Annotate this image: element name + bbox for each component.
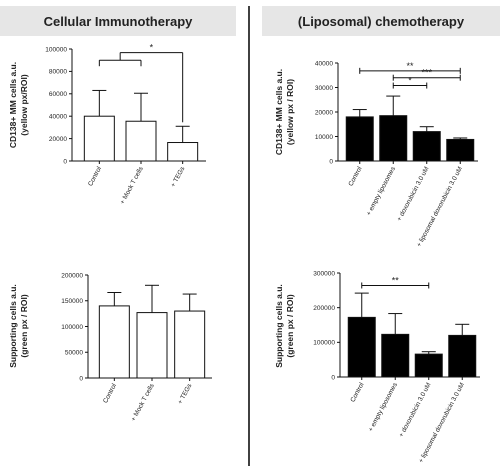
bar — [345, 116, 374, 162]
y-tick-label: 60000 — [49, 91, 67, 98]
y-axis-label-line: CD138+ MM cells a.u. — [8, 62, 18, 148]
y-axis-label-line: (green px / ROI) — [19, 294, 29, 357]
significance-label: ** — [392, 275, 400, 285]
bar — [347, 316, 376, 378]
bar — [83, 115, 115, 162]
y-axis-label-line: (yellow px / ROI) — [285, 79, 295, 145]
y-tick-label: 30000 — [315, 85, 333, 92]
y-axis-label-line: CD138+ MM cells a.u. — [274, 69, 284, 155]
y-axis-label: Supporting cells a.u.(green px / ROI) — [274, 284, 295, 368]
y-tick-label: 0 — [331, 374, 335, 381]
significance-label: *** — [421, 68, 432, 78]
y-tick-label: 50000 — [65, 350, 83, 357]
bar — [446, 138, 475, 162]
y-axis-label: Supporting cells a.u.(green px / ROI) — [8, 284, 29, 368]
significance-label: * — [408, 76, 412, 86]
y-tick-label: 100000 — [45, 46, 67, 53]
y-tick-label: 40000 — [49, 114, 67, 121]
bar — [381, 333, 410, 378]
y-tick-label: 150000 — [61, 298, 83, 305]
y-axis-label-line: Supporting cells a.u. — [274, 284, 284, 368]
y-tick-label: 80000 — [49, 69, 67, 76]
bar — [379, 115, 408, 162]
significance-label: * — [150, 43, 154, 53]
bar — [136, 312, 168, 379]
bar — [125, 120, 157, 162]
bar — [414, 353, 443, 378]
right-panel-title: (Liposomal) chemotherapy — [298, 14, 465, 29]
y-tick-label: 100000 — [61, 324, 83, 331]
bar — [98, 305, 130, 379]
bar — [167, 142, 199, 162]
bar — [448, 334, 477, 378]
y-axis-label-line: (green px / ROI) — [285, 294, 295, 357]
y-axis-label-line: (yellow px/ROI) — [19, 74, 29, 136]
y-tick-label: 0 — [63, 158, 67, 165]
y-tick-label: 0 — [329, 158, 333, 165]
right-header-band — [262, 6, 500, 36]
left-header-band — [0, 6, 236, 36]
y-axis-label-line: Supporting cells a.u. — [8, 284, 18, 368]
y-tick-label: 200000 — [61, 272, 83, 279]
y-tick-label: 100000 — [313, 340, 335, 347]
y-tick-label: 20000 — [315, 109, 333, 116]
y-axis-label: CD138+ MM cells a.u.(yellow px/ROI) — [8, 62, 29, 148]
y-tick-label: 10000 — [315, 134, 333, 141]
bar — [174, 310, 206, 379]
bar — [412, 131, 441, 162]
y-tick-label: 40000 — [315, 60, 333, 67]
y-tick-label: 20000 — [49, 136, 67, 143]
y-tick-label: 300000 — [313, 270, 335, 277]
left-panel-title: Cellular Immunotherapy — [44, 14, 194, 29]
y-tick-label: 200000 — [313, 305, 335, 312]
y-tick-label: 0 — [79, 375, 83, 382]
significance-label: ** — [406, 61, 414, 71]
y-axis-label: CD138+ MM cells a.u.(yellow px / ROI) — [274, 69, 295, 155]
